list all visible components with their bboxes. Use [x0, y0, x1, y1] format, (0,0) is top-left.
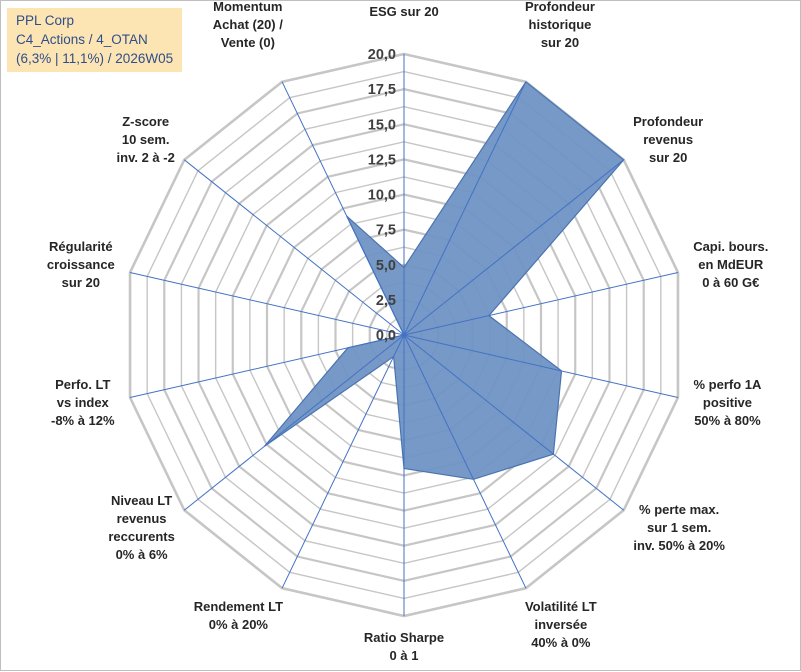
axis-spoke — [403, 159, 625, 336]
axis-spoke — [403, 334, 679, 399]
axis-label-line: Vente (0) — [221, 35, 275, 50]
axis-label: Z-score 10 sem. inv. 2 à -2 — [117, 114, 175, 165]
axis-label-line: % perfo 1A — [694, 377, 763, 392]
axis-label: Perfo. LT vs index -8% à 12% — [51, 377, 115, 428]
tick-label: 0,0 — [376, 328, 396, 344]
axis-label-line: en MdEUR — [698, 257, 764, 272]
axis-label: Profondeur revenus sur 20 — [633, 114, 703, 165]
axis-spoke — [183, 159, 405, 336]
tick-label: 17,5 — [368, 82, 396, 98]
axis-label-line: 0 à 1 — [390, 648, 419, 663]
axis-label-line: inv. 50% à 20% — [633, 538, 725, 553]
title-line-3: (6,3% | 11,1%) / 2026W05 — [16, 51, 174, 66]
axis-label-line: Régularité — [49, 239, 113, 254]
tick-label: 7,5 — [376, 223, 396, 239]
axis-label-line: croissance — [47, 257, 115, 272]
axis-label-line: historique — [529, 17, 592, 32]
axis-label-line: % perte max. — [639, 502, 719, 517]
axis-label-line: 0% à 20% — [209, 617, 269, 632]
axis-label: Volatilité LT inversée 40% à 0% — [525, 599, 597, 650]
axis-label-line: 40% à 0% — [531, 635, 591, 650]
axis-label-line: sur 20 — [541, 35, 579, 50]
axis-label: Capi. bours. en MdEUR 0 à 60 G€ — [693, 239, 768, 290]
tick-label: 2,5 — [376, 293, 396, 309]
axis-label-line: Ratio Sharpe — [364, 630, 444, 645]
axis-label: NoteESG sur 20 — [369, 1, 438, 19]
axis-label-line: 50% à 80% — [694, 413, 761, 428]
axis-label-line: -8% à 12% — [51, 413, 115, 428]
axis-label-line: Rendement LT — [194, 599, 283, 614]
axis-label-line: sur 20 — [62, 275, 100, 290]
axis-label-line: reccurents — [108, 529, 174, 544]
axis-label-line: Volatilité LT — [525, 599, 597, 614]
axis-label-line: sur 20 — [649, 150, 687, 165]
axis-label: Profondeur historique sur 20 — [525, 1, 595, 50]
axis-label-line: positive — [703, 395, 752, 410]
axis-label-line: 0 à 60 G€ — [702, 275, 759, 290]
axis-label-line: 10 sem. — [122, 132, 170, 147]
tick-label: 15,0 — [368, 117, 396, 133]
axis-label-line: inv. 2 à -2 — [117, 150, 175, 165]
axis-label-line: Achat (20) / — [213, 17, 283, 32]
axis-label-line: Perfo. LT — [55, 377, 110, 392]
axis-spoke — [281, 334, 405, 589]
axis-spoke — [403, 271, 679, 336]
axis-spoke — [183, 334, 405, 511]
axis-label: % perte max. sur 1 sem. inv. 50% à 20% — [633, 502, 725, 553]
axis-spoke — [129, 271, 405, 336]
axis-label-line: Niveau LT — [111, 493, 172, 508]
axis-label-line: 0% à 6% — [116, 547, 168, 562]
axis-label-line: Momentum — [213, 1, 282, 14]
axis-label: % perfo 1A positive 50% à 80% — [694, 377, 763, 428]
axis-label-line: Profondeur — [633, 114, 703, 129]
axis-label: Niveau LT revenus reccurents 0% à 6% — [108, 493, 174, 562]
axis-spoke — [281, 81, 405, 336]
axis-spoke — [129, 334, 405, 399]
axis-label: Ratio Sharpe 0 à 1 — [364, 630, 444, 663]
chart-title-box: PPL Corp C4_Actions / 4_OTAN (6,3% | 11,… — [7, 8, 183, 72]
axis-label: Momentum Achat (20) / Vente (0) — [213, 1, 283, 50]
axis-spoke — [403, 334, 527, 589]
tick-label: 5,0 — [376, 258, 396, 274]
tick-label: 10,0 — [368, 188, 396, 204]
axis-label-line: Z-score — [122, 114, 169, 129]
title-line-2: C4_Actions / 4_OTAN — [16, 32, 148, 47]
tick-label: 12,5 — [368, 152, 396, 168]
axis-label-line: Capi. bours. — [693, 239, 768, 254]
axis-label-line: ESG sur 20 — [369, 4, 438, 19]
axis-label-line: Profondeur — [525, 1, 595, 14]
axis-label-line: vs index — [57, 395, 110, 410]
axis-label-line: revenus — [117, 511, 167, 526]
axis-spoke — [403, 334, 625, 511]
axis-label: Rendement LT 0% à 20% — [194, 599, 283, 632]
axis-label: Régularité croissance sur 20 — [47, 239, 115, 290]
tick-label: 20,0 — [368, 47, 396, 63]
axis-label-line: inversée — [534, 617, 587, 632]
title-line-1: PPL Corp — [16, 13, 75, 28]
axis-label-line: sur 1 sem. — [647, 520, 711, 535]
axis-spoke — [403, 81, 527, 336]
axis-label-line: revenus — [643, 132, 693, 147]
